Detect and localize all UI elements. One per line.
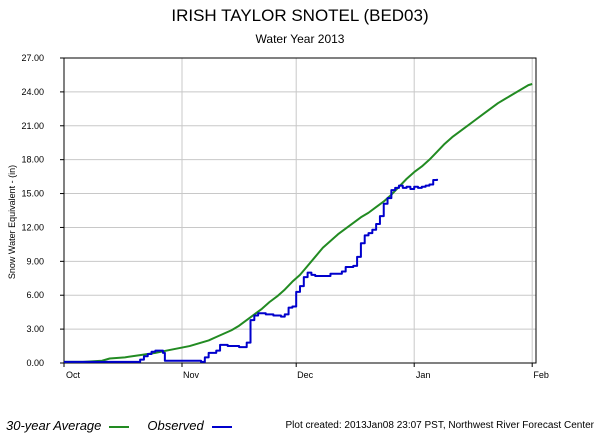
y-tick-label: 0.00 [26,358,44,368]
x-tick-label: Oct [66,370,81,380]
chart-title: IRISH TAYLOR SNOTEL (BED03) [171,6,428,25]
y-tick-label: 9.00 [26,256,44,266]
y-tick-label: 15.00 [21,189,44,199]
x-tick-label: Jan [416,370,431,380]
y-tick-label: 27.00 [21,53,44,63]
x-tick-label: Nov [183,370,200,380]
legend-average-swatch [109,425,130,428]
legend-observed-swatch [211,425,232,428]
x-tick-label: Feb [533,370,549,380]
y-tick-label: 12.00 [21,222,44,232]
chart-subtitle: Water Year 2013 [256,32,345,46]
y-tick-label: 21.00 [21,121,44,131]
y-axis-label: Snow Water Equivalent - (in) [7,165,17,279]
y-axis-ticks: 0.00 3.00 6.00 9.00 12.00 15.00 18.00 21.00 24.0… [21,53,64,368]
legend: 30-year Average Observed [6,418,250,433]
plot-credit: Plot created: 2013Jan08 23:07 PST, North… [285,420,595,431]
y-tick-label: 18.00 [21,155,44,165]
series-layer [64,83,533,363]
y-tick-label: 3.00 [26,324,44,334]
y-tick-label: 24.00 [21,87,44,97]
plot-area-frame [63,57,537,364]
grid [63,57,536,364]
x-tick-label: Dec [297,370,314,380]
legend-observed-label: Observed [147,418,204,433]
series-line-observed [64,178,439,363]
legend-average-label: 30-year Average [6,418,102,433]
y-tick-label: 6.00 [26,290,44,300]
x-axis-ticks: Oct Nov Dec Jan Feb [63,363,549,380]
series-line-30yr-average [64,83,533,363]
